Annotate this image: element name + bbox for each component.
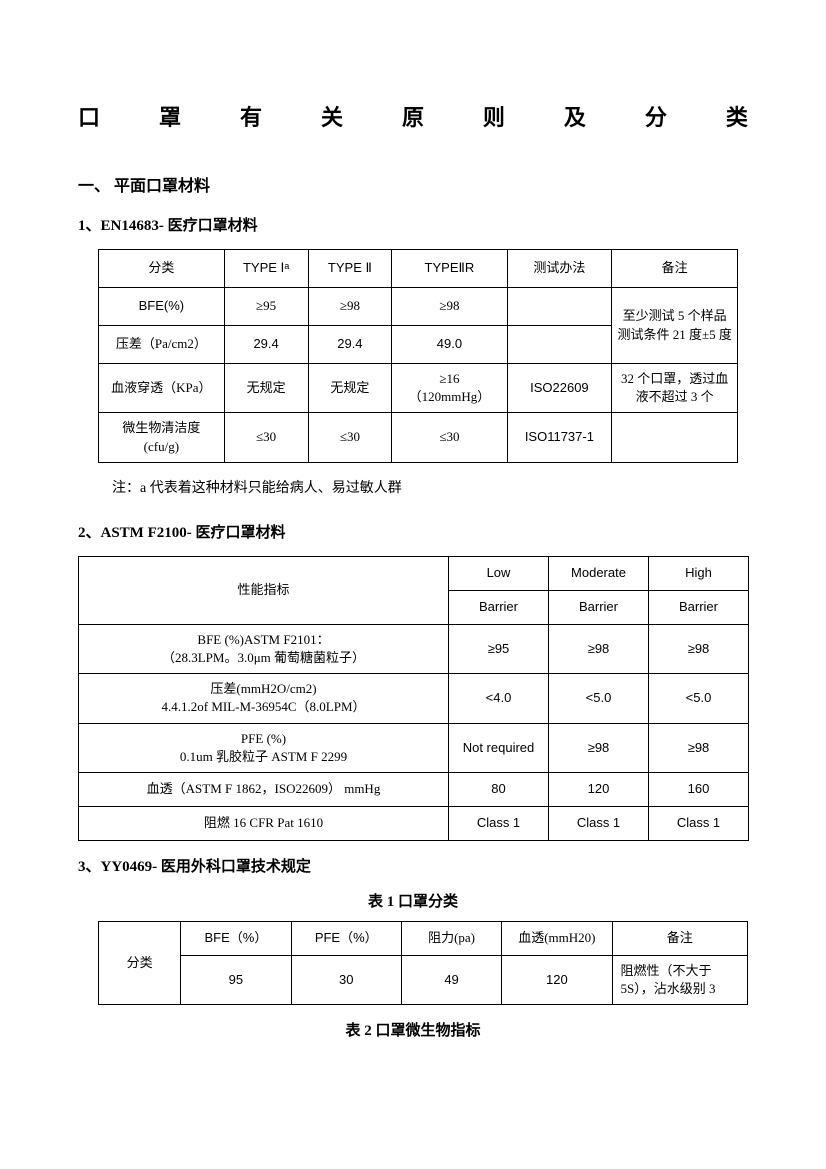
cell: 压差(mmH2O/cm2) 4.4.1.2of MIL-M-36954C（8.0… bbox=[79, 674, 449, 723]
cell: 160 bbox=[649, 772, 749, 806]
cell: ≥98 bbox=[308, 288, 392, 326]
cell: 120 bbox=[549, 772, 649, 806]
cell: 至少测试 5 个样品测试条件 21 度±5 度 bbox=[612, 288, 738, 364]
table-row: BFE(%) ≥95 ≥98 ≥98 至少测试 5 个样品测试条件 21 度±5… bbox=[99, 288, 738, 326]
title-char: 及 bbox=[564, 100, 586, 132]
cell: TYPE Ⅰᵃ bbox=[224, 250, 308, 288]
cell: Barrier bbox=[649, 590, 749, 624]
cell: 120 bbox=[502, 955, 612, 1004]
cell: BFE（%） bbox=[181, 921, 291, 955]
table3-caption: 表 1 口罩分类 bbox=[78, 890, 748, 911]
cell: 阻力(pa) bbox=[401, 921, 501, 955]
cell: ≥98 bbox=[549, 624, 649, 673]
cell: 30 bbox=[291, 955, 401, 1004]
cell: 49.0 bbox=[392, 326, 507, 364]
cell: 95 bbox=[181, 955, 291, 1004]
cell: 备注 bbox=[612, 921, 747, 955]
cell: ≤30 bbox=[392, 413, 507, 462]
table-yy0469: 分类 BFE（%） PFE（%） 阻力(pa) 血透(mmH20) 备注 95 … bbox=[98, 921, 748, 1005]
cell: 阻燃 16 CFR Pat 1610 bbox=[79, 806, 449, 840]
cell: High bbox=[649, 556, 749, 590]
cell: 阻燃性（不大于5S），沾水级别 3 bbox=[612, 955, 747, 1004]
cell: 分类 bbox=[99, 250, 225, 288]
cell: 32 个口罩，透过血液不超过 3 个 bbox=[612, 364, 738, 413]
table-row: BFE (%)ASTM F2101： （28.3LPM。3.0μm 葡萄糖菌粒子… bbox=[79, 624, 749, 673]
cell: 微生物清洁度 (cfu/g) bbox=[99, 413, 225, 462]
cell: ≤30 bbox=[308, 413, 392, 462]
title-char: 口 bbox=[78, 100, 100, 132]
cell: 血透（ASTM F 1862，ISO22609） mmHg bbox=[79, 772, 449, 806]
cell: 血透(mmH20) bbox=[502, 921, 612, 955]
cell: Moderate bbox=[549, 556, 649, 590]
cell: 80 bbox=[449, 772, 549, 806]
cell: ≥16 （120mmHg） bbox=[392, 364, 507, 413]
table-row: 压差(mmH2O/cm2) 4.4.1.2of MIL-M-36954C（8.0… bbox=[79, 674, 749, 723]
title-char: 则 bbox=[483, 100, 505, 132]
cell: PFE（%） bbox=[291, 921, 401, 955]
table1-note: 注：a 代表着这种材料只能给病人、易过敏人群 bbox=[112, 477, 748, 497]
title-char: 分 bbox=[645, 100, 667, 132]
table-row: PFE (%) 0.1um 乳胶粒子 ASTM F 2299 Not requi… bbox=[79, 723, 749, 772]
cell: 压差（Pa/cm2） bbox=[99, 326, 225, 364]
cell: BFE (%)ASTM F2101： （28.3LPM。3.0μm 葡萄糖菌粒子… bbox=[79, 624, 449, 673]
cell: 无规定 bbox=[308, 364, 392, 413]
cell: ISO22609 bbox=[507, 364, 612, 413]
cell: Class 1 bbox=[449, 806, 549, 840]
cell: 血液穿透（KPa） bbox=[99, 364, 225, 413]
table-en14683: 分类 TYPE Ⅰᵃ TYPE Ⅱ TYPEⅡR 测试办法 备注 BFE(%) … bbox=[98, 249, 738, 463]
cell: BFE(%) bbox=[99, 288, 225, 326]
cell: ≤30 bbox=[224, 413, 308, 462]
table-row: 性能指标 Low Moderate High bbox=[79, 556, 749, 590]
cell: Barrier bbox=[449, 590, 549, 624]
cell: Class 1 bbox=[649, 806, 749, 840]
cell: Class 1 bbox=[549, 806, 649, 840]
table-astm-f2100: 性能指标 Low Moderate High Barrier Barrier B… bbox=[78, 556, 749, 841]
title-char: 罩 bbox=[159, 100, 181, 132]
table-row: 阻燃 16 CFR Pat 1610 Class 1 Class 1 Class… bbox=[79, 806, 749, 840]
table-row: 分类 BFE（%） PFE（%） 阻力(pa) 血透(mmH20) 备注 bbox=[99, 921, 748, 955]
cell: 无规定 bbox=[224, 364, 308, 413]
cell: 性能指标 bbox=[79, 556, 449, 624]
section-1-2-heading: 2、ASTM F2100- 医疗口罩材料 bbox=[78, 521, 748, 542]
cell: ≥98 bbox=[392, 288, 507, 326]
section-1-3-heading: 3、YY0469- 医用外科口罩技术规定 bbox=[78, 855, 748, 876]
cell: ≥98 bbox=[549, 723, 649, 772]
section-1-1-heading: 1、EN14683- 医疗口罩材料 bbox=[78, 214, 748, 235]
cell: PFE (%) 0.1um 乳胶粒子 ASTM F 2299 bbox=[79, 723, 449, 772]
cell: ISO11737-1 bbox=[507, 413, 612, 462]
cell: <5.0 bbox=[649, 674, 749, 723]
cell: TYPE Ⅱ bbox=[308, 250, 392, 288]
table-row: 95 30 49 120 阻燃性（不大于5S），沾水级别 3 bbox=[99, 955, 748, 1004]
cell: ≥98 bbox=[649, 624, 749, 673]
cell: 分类 bbox=[99, 921, 181, 1004]
section-1-heading: 一、 平面口罩材料 bbox=[78, 172, 748, 196]
cell: 测试办法 bbox=[507, 250, 612, 288]
cell bbox=[507, 326, 612, 364]
cell: TYPEⅡR bbox=[392, 250, 507, 288]
cell bbox=[507, 288, 612, 326]
table-row: 血透（ASTM F 1862，ISO22609） mmHg 80 120 160 bbox=[79, 772, 749, 806]
cell: ≥95 bbox=[449, 624, 549, 673]
cell: 29.4 bbox=[308, 326, 392, 364]
cell: ≥98 bbox=[649, 723, 749, 772]
title-char: 类 bbox=[726, 100, 748, 132]
cell: <5.0 bbox=[549, 674, 649, 723]
cell: 备注 bbox=[612, 250, 738, 288]
table-row: 血液穿透（KPa） 无规定 无规定 ≥16 （120mmHg） ISO22609… bbox=[99, 364, 738, 413]
table-row: 微生物清洁度 (cfu/g) ≤30 ≤30 ≤30 ISO11737-1 bbox=[99, 413, 738, 462]
cell: 29.4 bbox=[224, 326, 308, 364]
table4-caption: 表 2 口罩微生物指标 bbox=[78, 1019, 748, 1040]
cell: Barrier bbox=[549, 590, 649, 624]
cell: ≥95 bbox=[224, 288, 308, 326]
cell: Not required bbox=[449, 723, 549, 772]
page-title: 口 罩 有 关 原 则 及 分 类 bbox=[78, 100, 748, 132]
cell: <4.0 bbox=[449, 674, 549, 723]
title-char: 关 bbox=[321, 100, 343, 132]
cell bbox=[612, 413, 738, 462]
cell: 49 bbox=[401, 955, 501, 1004]
title-char: 有 bbox=[240, 100, 262, 132]
title-char: 原 bbox=[402, 100, 424, 132]
table-row: 分类 TYPE Ⅰᵃ TYPE Ⅱ TYPEⅡR 测试办法 备注 bbox=[99, 250, 738, 288]
cell: Low bbox=[449, 556, 549, 590]
